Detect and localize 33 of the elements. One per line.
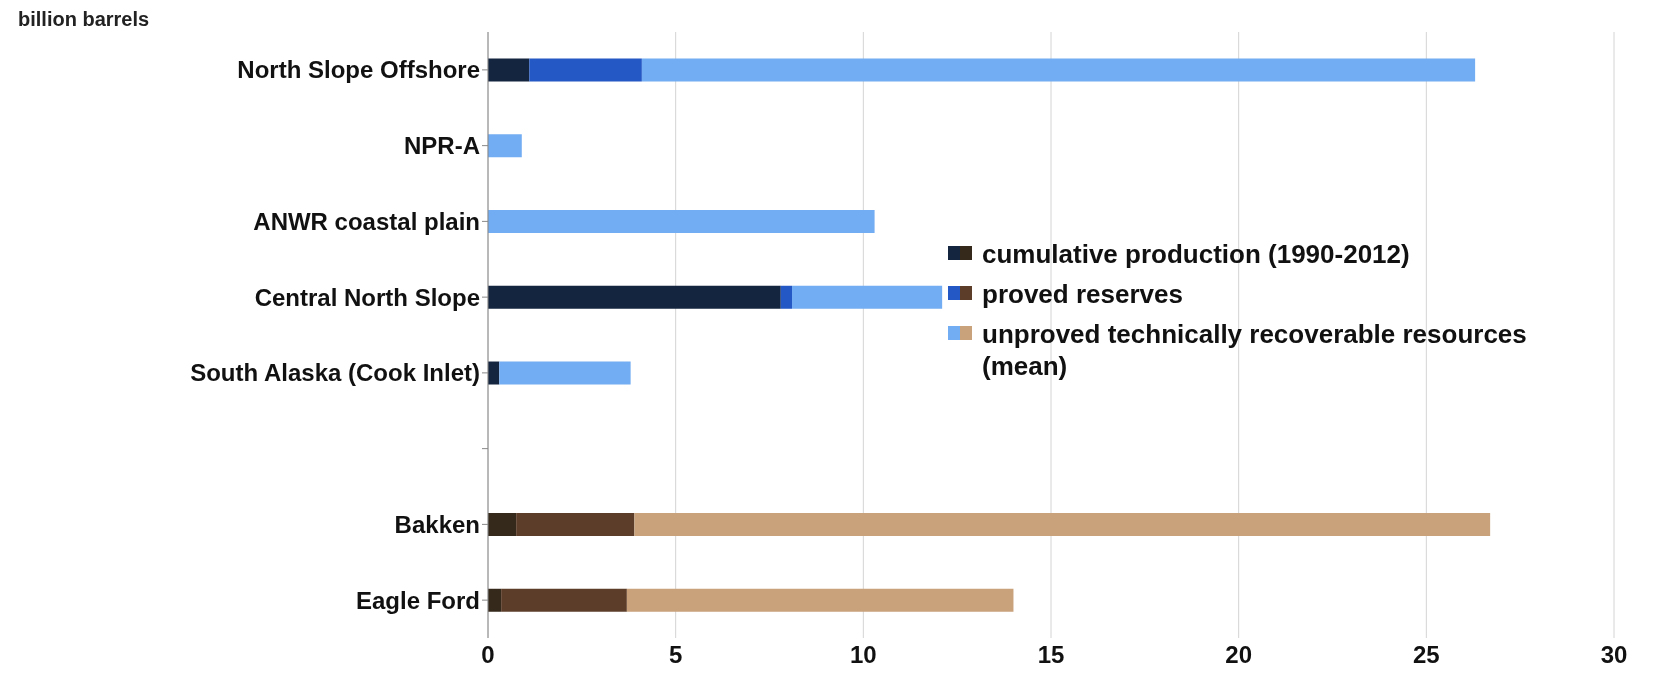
bar [499,361,631,385]
y-tick-label: South Alaska (Cook Inlet) [190,359,480,387]
x-tick-label: 15 [1037,641,1065,669]
bar [780,285,793,309]
text: billion barrels [18,8,150,31]
bar [626,588,1014,612]
bar [488,513,517,537]
y-tick-label: ANWR coastal plain [253,207,480,235]
y-tick-label: North Slope Offshore [237,56,480,84]
x-tick-label: 25 [1412,641,1440,669]
x-tick-label: 30 [1600,641,1628,669]
bar [501,588,627,612]
bar [529,58,642,82]
x-tick-label: 20 [1225,641,1253,669]
bar [641,58,1476,82]
y-tick-label: NPR-A [404,132,480,160]
legend-label: cumulative production (1990-2012) [982,238,1410,270]
bar [488,588,502,612]
bar [488,285,781,309]
y-tick-label: Eagle Ford [355,586,480,614]
bar [488,134,522,158]
bar [792,285,943,309]
bar [634,513,1491,537]
bar [488,58,530,82]
legend-label: unproved technically recoverable resources (mean) [982,318,1528,382]
x-tick-label: 10 [849,641,877,669]
x-tick-label: 0 [481,641,495,669]
y-tick-label: Bakken [394,510,480,538]
legend-label: proved reserves [982,278,1183,310]
bar [488,210,875,234]
y-tick-label: Central North Slope [254,283,480,311]
x-tick-label: 5 [668,641,683,669]
bar [516,513,635,537]
